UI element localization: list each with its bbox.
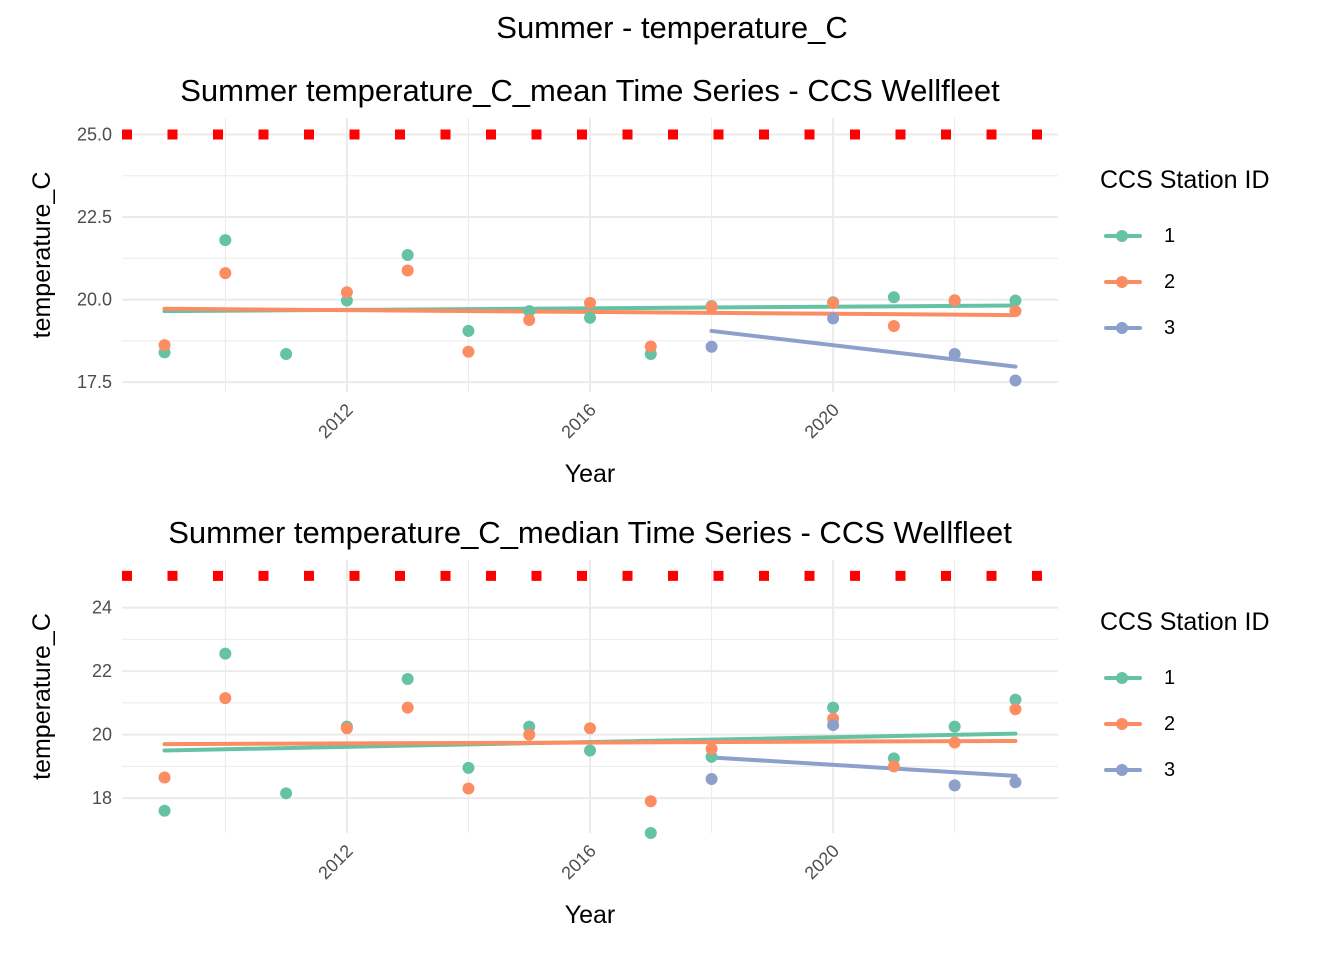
y-tick-label: 22 [92,661,112,681]
data-point-station-3 [1009,374,1022,387]
data-point-station-2 [462,345,475,358]
data-point-station-3 [948,348,961,361]
data-point-station-1 [1009,693,1022,706]
legend-item-3: 3 [1100,305,1270,351]
trend-line-station-3 [709,328,1018,369]
legend-key-2 [1100,714,1146,734]
data-point-station-1 [340,294,353,307]
data-point-station-1 [280,787,293,800]
y-tick-label: 20 [92,725,112,745]
data-point-station-1 [219,234,232,247]
data-point-station-1 [280,348,293,361]
data-point-station-2 [523,728,536,741]
legend-item-2: 2 [1100,701,1270,747]
x-tick-label: 2012 [314,400,356,442]
data-point-station-2 [644,340,657,353]
y-tick-label: 25.0 [77,125,112,145]
figure-title: Summer - temperature_C [496,10,848,45]
y-axis-title: temperature_C [28,172,56,339]
legend-key-1 [1100,668,1146,688]
data-point-station-1 [827,701,840,714]
data-point-station-2 [827,296,840,309]
data-point-station-2 [158,339,171,352]
data-point-station-1 [462,761,475,774]
legend-label-3: 3 [1164,316,1176,339]
legend-label-1: 1 [1164,666,1176,689]
legend-label-1: 1 [1164,224,1176,247]
data-point-station-1 [523,305,536,318]
x-tick-label: 2020 [801,841,843,883]
data-point-station-2 [584,722,596,735]
legend-item-3: 3 [1100,747,1270,793]
y-tick-label: 18 [92,788,112,808]
data-point-station-1 [219,647,232,660]
x-tick-label: 2016 [557,400,599,442]
data-point-station-2 [887,319,900,332]
legend-item-1: 1 [1100,213,1270,259]
data-point-station-2 [584,296,596,309]
legend-panel-1: CCS Station ID 1 2 3 [1100,166,1270,351]
data-point-station-1 [948,720,961,733]
data-point-station-2 [1009,703,1022,716]
legend-label-2: 2 [1164,270,1176,293]
data-point-station-2 [219,267,232,280]
legend-label-2: 2 [1164,712,1176,735]
data-point-station-2 [340,286,353,299]
data-point-station-2 [705,300,718,313]
panel-2-title: Summer temperature_C_median Time Series … [168,515,1012,550]
legend-key-3 [1100,760,1146,780]
legend-key-1 [1100,226,1146,246]
legend-key-2 [1100,272,1146,292]
data-point-station-2 [523,314,536,327]
data-point-station-3 [705,773,718,786]
data-point-station-1 [887,291,900,304]
legend-item-2: 2 [1100,259,1270,305]
x-tick-label: 2020 [801,400,843,442]
legend-title: CCS Station ID [1100,608,1270,636]
data-point-station-2 [340,722,353,735]
x-axis-title: Year [565,460,616,488]
legend-label-3: 3 [1164,758,1176,781]
data-point-station-1 [462,324,475,337]
data-point-station-3 [827,312,840,325]
data-point-station-3 [948,779,961,792]
data-point-station-1 [644,827,657,839]
data-point-station-2 [158,771,171,784]
data-point-station-1 [1009,294,1022,307]
y-tick-label: 20.0 [77,290,112,310]
trend-line-station-2 [162,738,1018,747]
data-point-station-1 [158,804,171,817]
legend-key-3 [1100,318,1146,338]
panel-1-title: Summer temperature_C_mean Time Series - … [180,73,1000,108]
x-tick-label: 2012 [314,841,356,883]
data-point-station-2 [401,264,414,277]
data-point-station-2 [705,742,718,755]
legend-item-1: 1 [1100,655,1270,701]
data-point-station-2 [1009,305,1022,318]
data-point-station-1 [401,673,414,686]
x-tick-label: 2016 [557,841,599,883]
y-axis-title: temperature_C [28,613,56,780]
data-point-station-3 [705,340,718,353]
legend-title: CCS Station ID [1100,166,1270,194]
data-point-station-2 [644,795,657,808]
data-point-station-3 [1009,776,1022,789]
data-point-station-1 [401,249,414,261]
data-point-station-2 [401,701,414,714]
data-point-station-2 [887,760,900,773]
trend-line-station-3 [709,755,1018,778]
data-point-station-2 [948,736,961,749]
y-tick-label: 22.5 [77,207,112,227]
data-point-station-1 [584,311,596,324]
data-point-station-2 [948,294,961,307]
data-point-station-3 [827,719,840,732]
data-point-station-1 [584,744,596,757]
data-point-station-2 [219,692,232,705]
y-tick-label: 24 [92,598,112,618]
x-axis-title: Year [565,901,616,929]
legend-panel-2: CCS Station ID 1 2 3 [1100,608,1270,793]
data-point-station-2 [462,782,475,795]
y-tick-label: 17.5 [77,372,112,392]
